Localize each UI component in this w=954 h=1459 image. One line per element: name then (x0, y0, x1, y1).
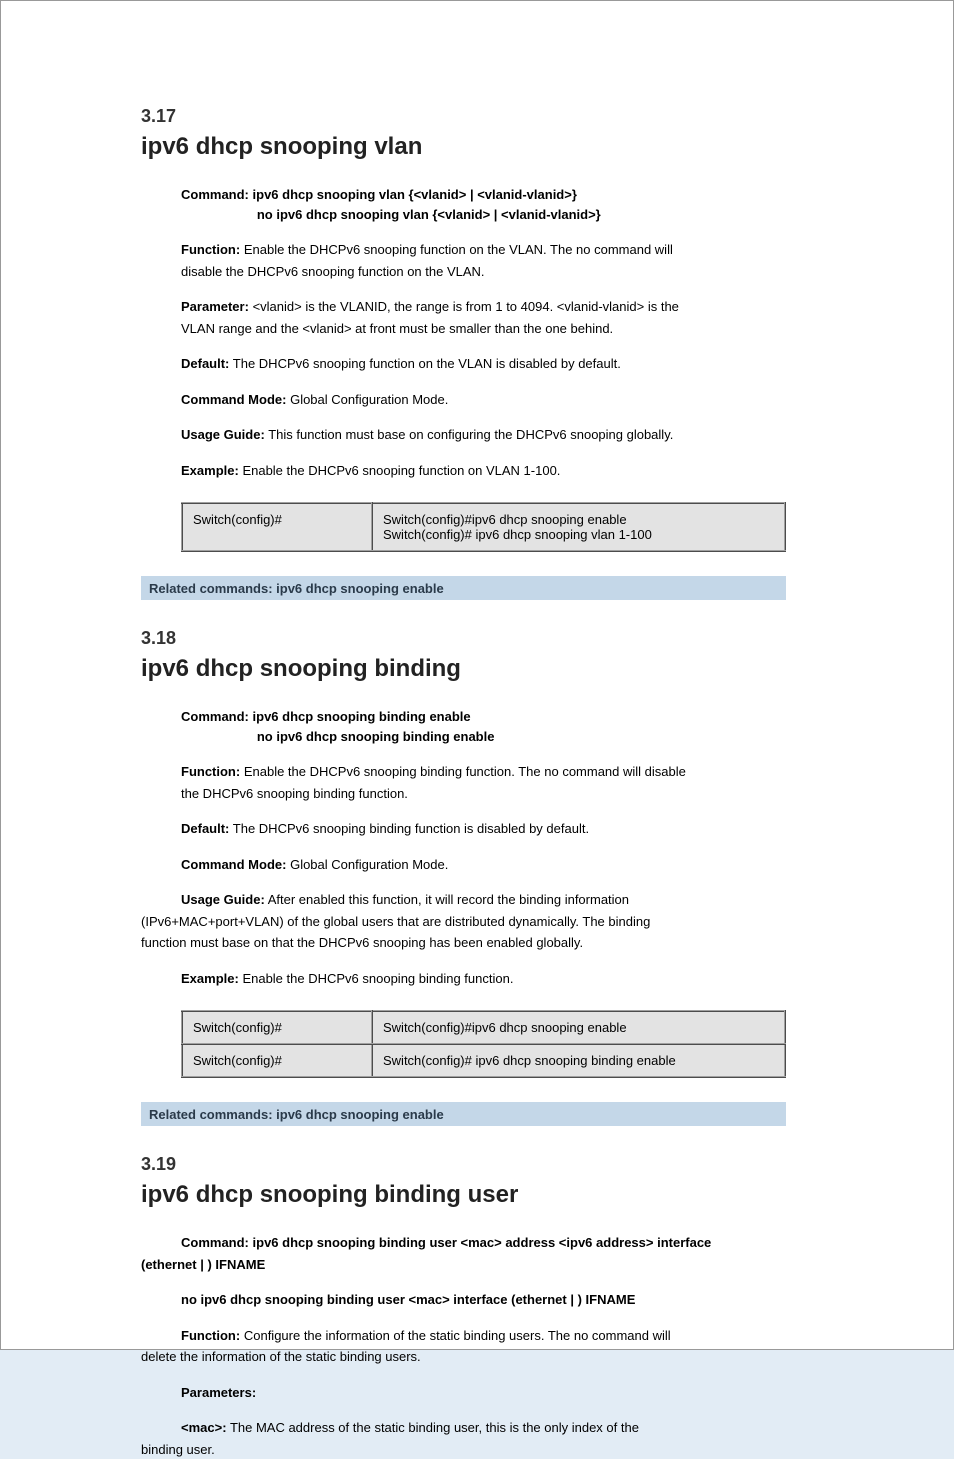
function2-line2: the DHCPv6 snooping binding function. (181, 784, 838, 804)
param-mac: <mac>: The MAC address of the static bin… (181, 1418, 838, 1438)
usage2-line3: function must base on that the DHCPv6 sn… (141, 933, 838, 953)
example-table-2: Switch(config)# Switch(config)#ipv6 dhcp… (181, 1010, 838, 1078)
table-row: Switch(config)# Switch(config)#ipv6 dhcp… (182, 503, 785, 551)
section-number: 3.19 (141, 1154, 838, 1175)
mode-block: Command Mode: Global Configuration Mode. (181, 855, 838, 875)
parameter-block: Parameter: <vlanid> is the VLANID, the r… (181, 297, 838, 317)
param-mac-line2: binding user. (141, 1440, 838, 1459)
table-row: Switch(config)# Switch(config)#ipv6 dhcp… (182, 1011, 785, 1044)
section-title: ipv6 dhcp snooping binding user (141, 1181, 838, 1209)
usage2-line2: (IPv6+MAC+port+VLAN) of the global users… (141, 912, 838, 932)
function-block: Function: Configure the information of t… (181, 1326, 838, 1346)
section-title: ipv6 dhcp snooping binding (141, 655, 838, 683)
table-row: Switch(config)# Switch(config)# ipv6 dhc… (182, 1044, 785, 1077)
related-commands-bar-1: Related commands: ipv6 dhcp snooping ena… (141, 576, 786, 600)
usage-block: Usage Guide: This function must base on … (181, 425, 838, 445)
function-block: Function: Enable the DHCPv6 snooping fun… (181, 240, 838, 260)
usage-block: Usage Guide: After enabled this function… (181, 890, 838, 910)
command-block: Command: ipv6 dhcp snooping binding user… (181, 1233, 838, 1253)
command-block: Command: ipv6 dhcp snooping binding enab… (181, 707, 838, 746)
parameters-label: Parameters: (181, 1383, 838, 1403)
default-block: Default: The DHCPv6 snooping binding fun… (181, 819, 838, 839)
section-number: 3.18 (141, 628, 838, 649)
command3-neg: no ipv6 dhcp snooping binding user <mac>… (181, 1290, 838, 1310)
example-block: Example: Enable the DHCPv6 snooping func… (181, 461, 838, 481)
function-block: Function: Enable the DHCPv6 snooping bin… (181, 762, 838, 782)
function-line2: disable the DHCPv6 snooping function on … (181, 262, 838, 282)
command-block: Command: ipv6 dhcp snooping vlan {<vlani… (181, 185, 838, 224)
mode-block: Command Mode: Global Configuration Mode. (181, 390, 838, 410)
example-table-1: Switch(config)# Switch(config)#ipv6 dhcp… (181, 502, 838, 552)
related-commands-bar-2: Related commands: ipv6 dhcp snooping ena… (141, 1102, 786, 1126)
parameter-line2: VLAN range and the <vlanid> at front mus… (181, 319, 838, 339)
command3-line2: (ethernet | ) IFNAME (141, 1255, 838, 1275)
example-block: Example: Enable the DHCPv6 snooping bind… (181, 969, 838, 989)
section-title: ipv6 dhcp snooping vlan (141, 133, 838, 161)
section-number: 3.17 (141, 106, 838, 127)
default-block: Default: The DHCPv6 snooping function on… (181, 354, 838, 374)
